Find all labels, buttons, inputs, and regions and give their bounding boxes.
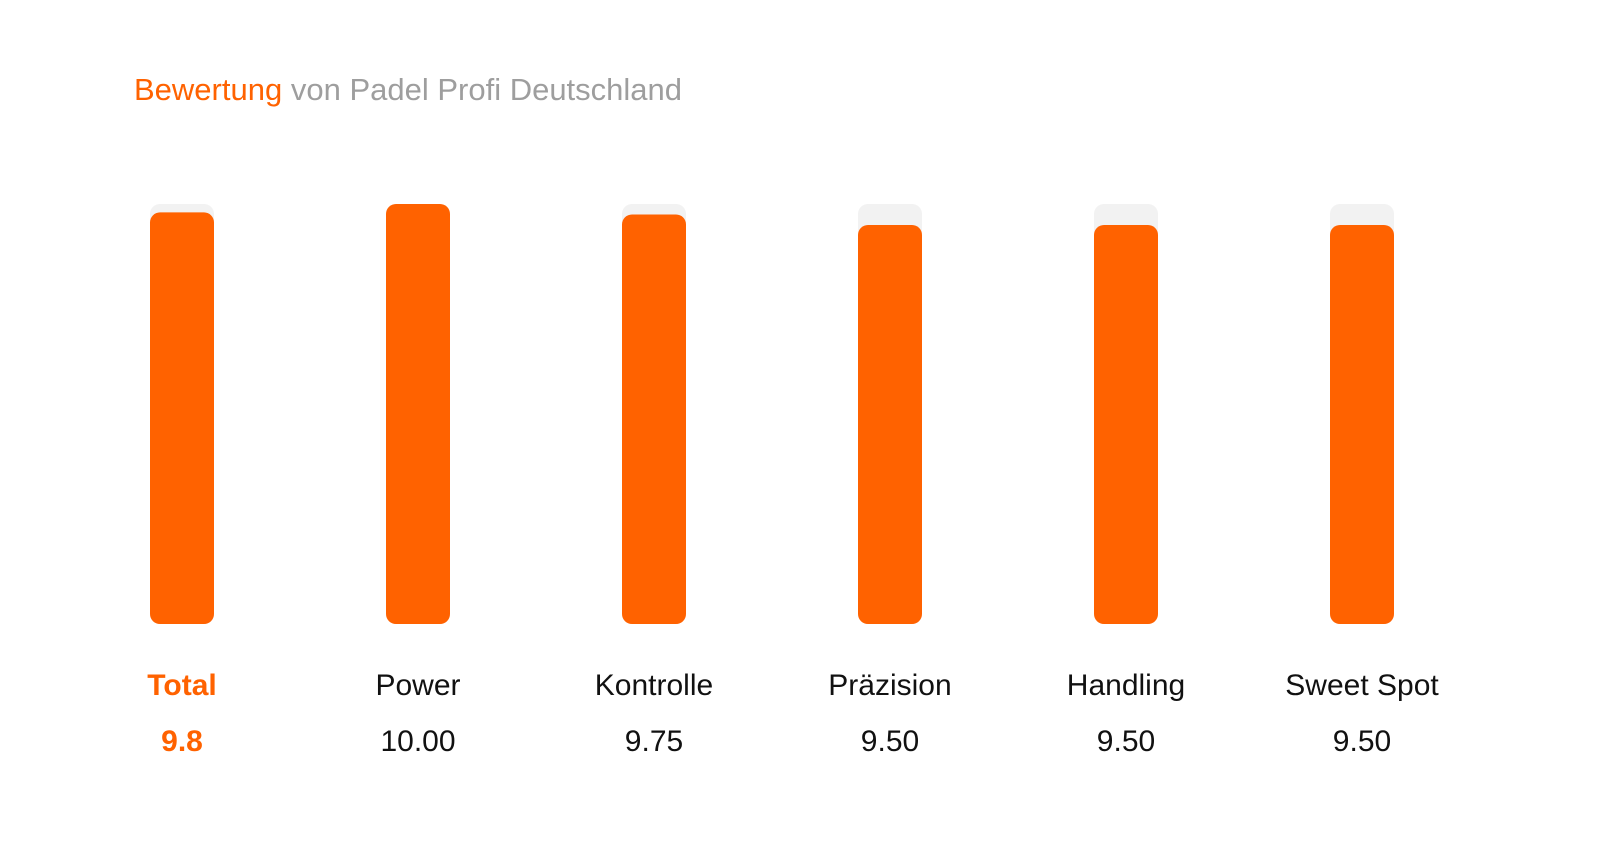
bar-handling [1094,225,1158,624]
bar-power [386,204,450,624]
category-label-total: Total [147,669,217,702]
category-label-kontrolle: Kontrolle [594,669,714,702]
bar-kontrolle [622,214,686,624]
value-label-sweet-spot: 9.50 [1332,725,1392,758]
bar-praezision [858,225,922,624]
value-label-kontrolle: 9.75 [624,725,684,758]
chart-title-rest: von Padel Profi Deutschland [290,72,683,107]
bar-total [150,212,214,624]
value-label-praezision: 9.50 [860,725,920,758]
bar-sweet-spot [1330,225,1394,624]
category-label-power: Power [375,669,461,702]
category-label-praezision: Präzision [828,669,952,702]
chart-title: Bewertung von Padel Profi Deutschland [134,68,682,112]
value-label-handling: 9.50 [1096,725,1156,758]
value-label-power: 10.00 [380,725,456,758]
category-label-sweet-spot: Sweet Spot [1285,669,1439,702]
chart-title-accent: Bewertung [134,72,283,107]
value-label-total: 9.8 [161,725,203,758]
category-label-handling: Handling [1066,669,1186,702]
